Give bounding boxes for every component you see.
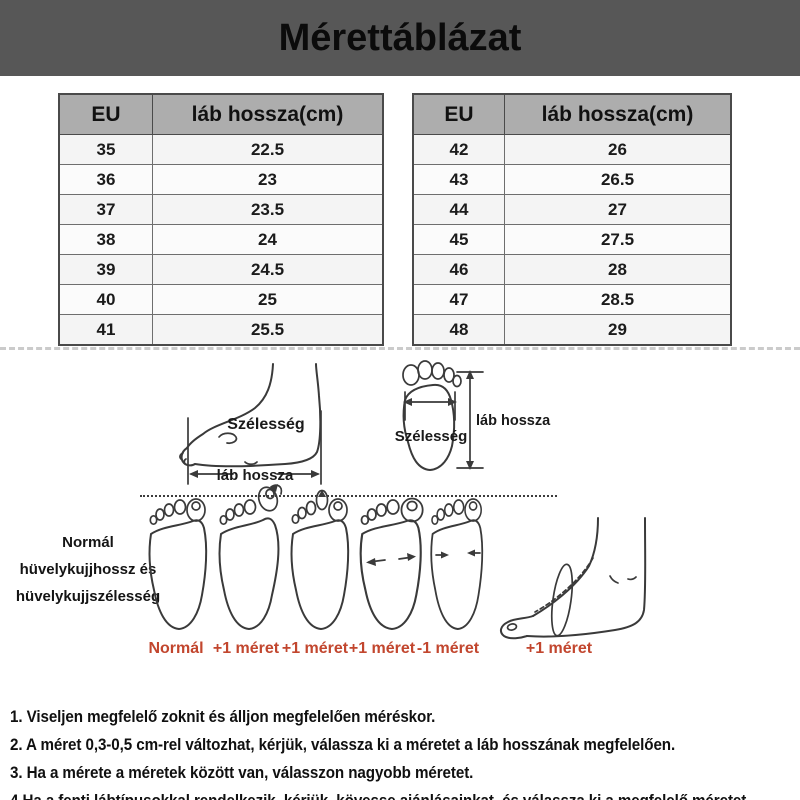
foot-type-label: -1 méret xyxy=(416,640,480,657)
foot-length-cell: 22.5 xyxy=(152,134,384,165)
top-width-label: Szélesség xyxy=(395,428,468,445)
foot-type-label: Normál xyxy=(148,640,204,657)
table-row: 48 29 xyxy=(412,314,732,346)
table-header-row: EU láb hossza(cm) xyxy=(412,93,732,135)
footprint-narrow xyxy=(430,498,484,630)
eu-column-header: EU xyxy=(58,93,153,135)
table-row: 45 27.5 xyxy=(412,224,732,255)
table-row: 35 22.5 xyxy=(58,134,384,165)
instructions-list: 1. Viseljen megfelelő zoknit és álljon m… xyxy=(10,703,800,800)
foot-length-cell: 28 xyxy=(504,254,732,285)
size-table-right: EU láb hossza(cm) 42 26 43 26.5 44 27 45 27.… xyxy=(412,93,732,346)
table-row: 38 24 xyxy=(58,224,384,255)
eu-size-cell: 39 xyxy=(58,254,153,285)
table-row: 39 24.5 xyxy=(58,254,384,285)
foot-type-label: +1 méret xyxy=(525,640,593,657)
foot-type-note: Normál hüvelykujjhossz és hüvelykujjszél… xyxy=(8,529,168,610)
foot-length-cell: 24.5 xyxy=(152,254,384,285)
dashed-divider xyxy=(0,347,800,350)
footprint-normal xyxy=(148,498,208,630)
eu-size-cell: 43 xyxy=(412,164,505,195)
table-row: 36 23 xyxy=(58,164,384,195)
side-length-label: láb hossza xyxy=(217,467,294,484)
table-row: 37 23.5 xyxy=(58,194,384,225)
top-length-label: láb hossza xyxy=(476,413,551,429)
foot-length-cell: 27.5 xyxy=(504,224,732,255)
instruction-item: 2. A méret 0,3-0,5 cm-rel változhat, kér… xyxy=(10,736,676,754)
eu-column-header: EU xyxy=(412,93,505,135)
size-table-left: EU láb hossza(cm) 35 22.5 36 23 37 23.5 38 2… xyxy=(58,93,384,346)
foot-length-cell: 25.5 xyxy=(152,314,384,346)
eu-size-cell: 45 xyxy=(412,224,505,255)
eu-size-cell: 46 xyxy=(412,254,505,285)
eu-size-cell: 35 xyxy=(58,134,153,165)
eu-size-cell: 44 xyxy=(412,194,505,225)
eu-size-cell: 40 xyxy=(58,284,153,315)
footprint-wide xyxy=(359,497,424,630)
table-row: 43 26.5 xyxy=(412,164,732,195)
note-line: hüvelykujjszélesség xyxy=(15,588,161,605)
note-line: hüvelykujjhossz és xyxy=(19,561,157,578)
footprint-long-big-toe xyxy=(218,484,283,630)
table-header-row: EU láb hossza(cm) xyxy=(58,93,384,135)
eu-size-cell: 41 xyxy=(58,314,153,346)
foot-length-cell: 23.5 xyxy=(152,194,384,225)
note-line: Normál xyxy=(62,534,114,551)
footprint-long-second-toe xyxy=(290,489,350,630)
eu-size-cell: 38 xyxy=(58,224,153,255)
foot-side-view-measure-diagram: Szélesség láb hossza xyxy=(179,363,322,485)
foot-length-cell: 26.5 xyxy=(504,164,732,195)
footprint-top-view-measure-diagram: Szélesség láb hossza xyxy=(395,360,551,471)
foot-type-label: +1 méret xyxy=(281,640,349,657)
table-row: 41 25.5 xyxy=(58,314,384,346)
table-row: 42 26 xyxy=(412,134,732,165)
foot-length-column-header: láb hossza(cm) xyxy=(504,93,732,135)
eu-size-cell: 36 xyxy=(58,164,153,195)
foot-length-cell: 28.5 xyxy=(504,284,732,315)
foot-length-column-header: láb hossza(cm) xyxy=(152,93,384,135)
eu-size-cell: 42 xyxy=(412,134,505,165)
foot-length-cell: 23 xyxy=(152,164,384,195)
foot-type-label: +1 méret xyxy=(348,640,416,657)
instruction-item: 1. Viseljen megfelelő zoknit és álljon m… xyxy=(10,708,436,726)
title-banner: Mérettáblázat xyxy=(0,0,800,76)
instruction-item: 4.Ha a fenti lábtípusokkal rendelkezik, … xyxy=(10,787,800,800)
eu-size-cell: 48 xyxy=(412,314,505,346)
foot-high-instep-side-view xyxy=(499,517,647,640)
foot-length-cell: 27 xyxy=(504,194,732,225)
toe-alignment-dotted-line xyxy=(140,495,557,497)
side-width-label: Szélesség xyxy=(227,416,304,433)
foot-length-cell: 24 xyxy=(152,224,384,255)
table-row: 44 27 xyxy=(412,194,732,225)
foot-length-cell: 25 xyxy=(152,284,384,315)
instruction-item: 3. Ha a mérete a méretek között van, vál… xyxy=(10,764,474,782)
foot-length-cell: 29 xyxy=(504,314,732,346)
table-row: 46 28 xyxy=(412,254,732,285)
eu-size-cell: 47 xyxy=(412,284,505,315)
foot-length-cell: 26 xyxy=(504,134,732,165)
foot-type-label: +1 méret xyxy=(212,640,280,657)
table-row: 40 25 xyxy=(58,284,384,315)
eu-size-cell: 37 xyxy=(58,194,153,225)
table-row: 47 28.5 xyxy=(412,284,732,315)
page-title: Mérettáblázat xyxy=(278,17,522,59)
